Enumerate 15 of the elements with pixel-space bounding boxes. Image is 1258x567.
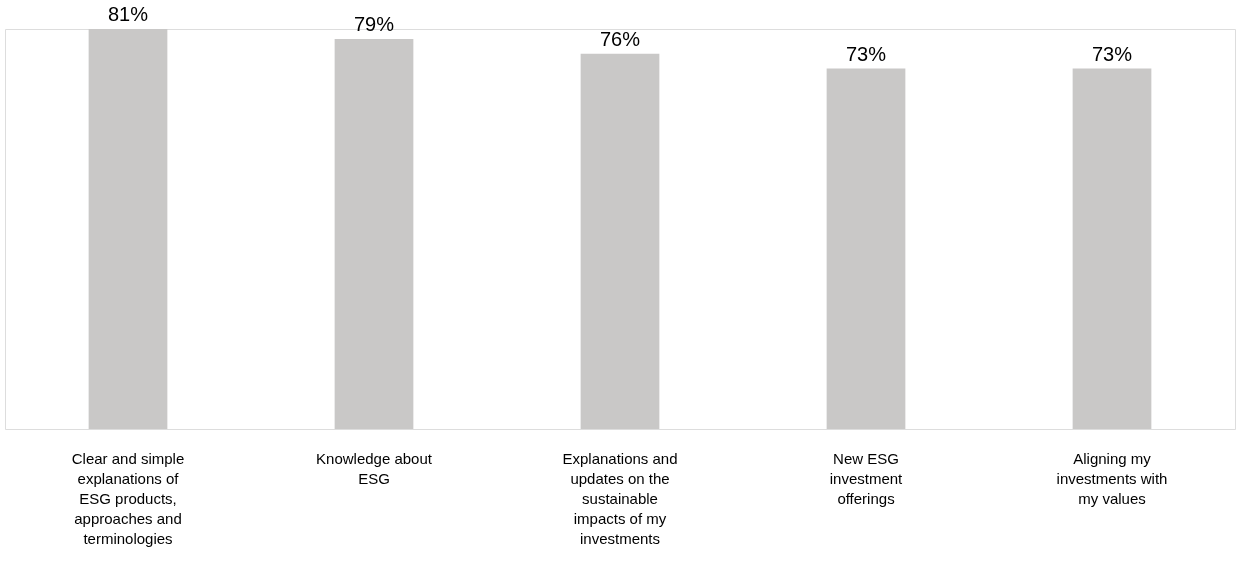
bar — [334, 38, 414, 429]
x-tick-label: Knowledge about ESG — [316, 449, 433, 487]
data-label: 73% — [1091, 42, 1133, 65]
x-tick-label: Explanations and updates on the sustainable impacts of my investments — [562, 449, 678, 547]
bar — [580, 53, 660, 429]
data-label: 76% — [599, 27, 641, 50]
bar — [1072, 68, 1152, 429]
bar — [88, 29, 168, 429]
x-tick-label: Aligning my investments with my values — [1056, 449, 1168, 507]
bar — [826, 68, 906, 429]
data-label: 73% — [845, 42, 887, 65]
data-label: 81% — [107, 3, 149, 25]
x-tick-label: New ESG investment offerings — [829, 449, 904, 507]
x-tick-label: Clear and simple explanations of ESG products, approaches and terminologies — [71, 449, 185, 547]
data-label: 79% — [353, 12, 395, 35]
